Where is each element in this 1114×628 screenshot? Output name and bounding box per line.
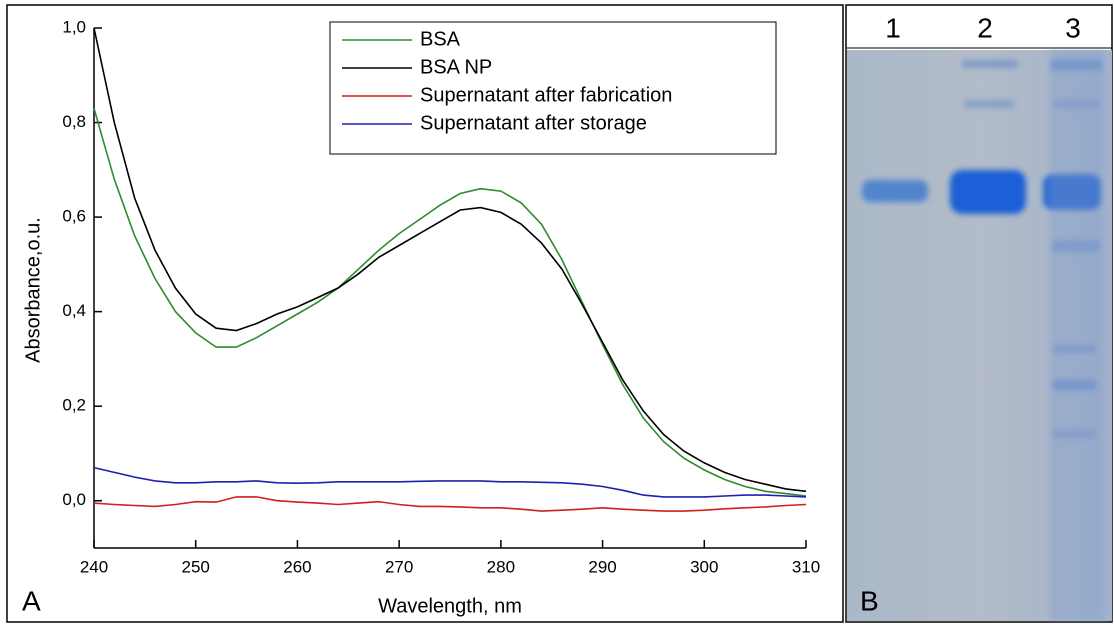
lane-label: 1: [885, 12, 901, 43]
band: [962, 60, 1018, 68]
panel-label: A: [22, 585, 41, 616]
x-tick-label: 240: [80, 557, 108, 576]
x-tick-label: 290: [588, 557, 616, 576]
x-tick-label: 300: [690, 557, 718, 576]
y-tick-label: 0,4: [62, 301, 86, 320]
y-tick-label: 0,6: [62, 207, 86, 226]
x-tick-label: 270: [385, 557, 413, 576]
x-tick-label: 310: [792, 557, 820, 576]
panel-label: B: [860, 585, 879, 616]
y-tick-label: 0,2: [62, 396, 86, 415]
x-axis-label: Wavelength, nm: [378, 595, 522, 617]
gel-panel: 1 2 3 B: [846, 5, 1112, 622]
legend-label: BSA: [420, 28, 461, 50]
legend-label: Supernatant after storage: [420, 112, 647, 134]
figure: 1 2 3 B A Wavelength, nm Absorbance,o.u.…: [0, 0, 1114, 628]
x-tick-label: 280: [487, 557, 515, 576]
y-axis-label: Absorbance,o.u.: [22, 217, 44, 363]
lane-label: 2: [977, 12, 993, 43]
band: [964, 100, 1014, 108]
y-tick-label: 0,8: [62, 112, 86, 131]
band: [950, 170, 1026, 214]
x-tick-label: 250: [182, 557, 210, 576]
page: {"chart_data": {"type": "line", "panel_l…: [0, 0, 1114, 628]
x-tick-label: 260: [283, 557, 311, 576]
band: [862, 180, 928, 202]
lane-label: 3: [1065, 12, 1081, 43]
y-tick-label: 0,0: [62, 490, 86, 509]
y-tick-label: 1,0: [62, 17, 86, 36]
legend-label: BSA NP: [420, 56, 492, 78]
lane-smear: [1050, 50, 1104, 620]
legend-label: Supernatant after fabrication: [420, 84, 672, 106]
